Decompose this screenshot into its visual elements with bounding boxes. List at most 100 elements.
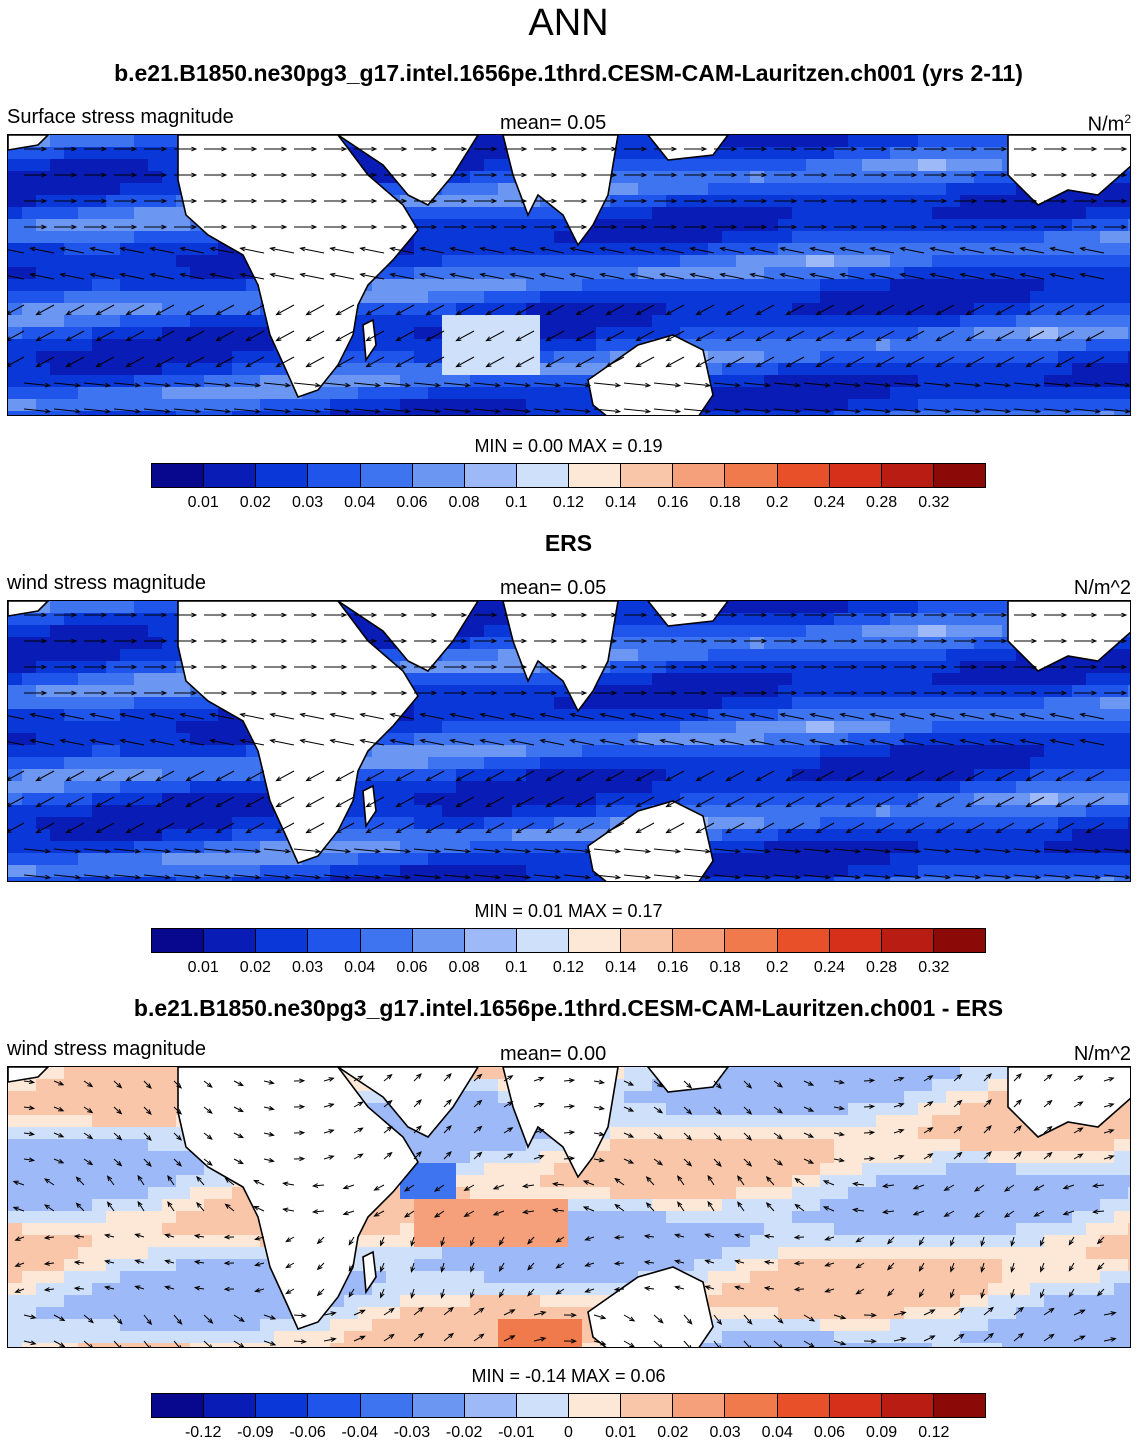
field-cell <box>470 613 485 626</box>
vector-arrow <box>126 356 145 368</box>
field-cell <box>960 159 975 172</box>
field-cell <box>302 399 317 412</box>
vector-arrowhead <box>311 638 318 644</box>
field-cell <box>470 853 485 866</box>
vector-arrow <box>96 330 115 342</box>
field-cell <box>400 817 415 830</box>
field-cell <box>540 805 555 818</box>
field-cell <box>848 793 863 806</box>
field-cell <box>148 375 163 388</box>
field-cell <box>820 411 835 415</box>
vector-arrowhead <box>1061 664 1068 670</box>
field-cell <box>988 841 1003 854</box>
field-cell <box>176 709 191 722</box>
field-cell <box>1030 853 1045 866</box>
field-cell <box>526 697 541 710</box>
field-cell <box>1016 709 1031 722</box>
field-cell <box>582 721 597 734</box>
field-cell <box>652 183 667 196</box>
field-cell <box>1058 721 1073 734</box>
vector-arrowhead <box>995 362 1002 368</box>
field-cell <box>1058 387 1073 400</box>
vector-arrowhead <box>251 224 258 230</box>
vector-arrow <box>90 273 115 280</box>
vector-arrowhead <box>674 408 682 414</box>
field-cell <box>456 279 471 292</box>
field-cell <box>554 745 569 758</box>
field-cell <box>1002 829 1017 842</box>
field-cell <box>876 625 891 638</box>
field-cell <box>932 769 947 782</box>
vector-arrow <box>630 247 655 254</box>
field-cell <box>540 411 555 415</box>
vector-arrowhead <box>965 310 972 316</box>
panel2-title: ERS <box>544 530 593 556</box>
field-cell <box>22 231 37 244</box>
field-cell <box>988 805 1003 818</box>
field-cell <box>932 817 947 830</box>
field-cell <box>862 243 877 256</box>
field-cell <box>932 685 947 698</box>
field-cell <box>260 817 275 830</box>
field-cell <box>750 147 765 160</box>
vector-arrowhead <box>521 664 528 670</box>
field-cell <box>652 207 667 220</box>
field-cell <box>92 793 107 806</box>
vector-arrowhead <box>641 612 648 618</box>
vector-arrowhead <box>209 272 216 278</box>
vector-arrow <box>863 382 890 387</box>
field-cell <box>960 351 975 364</box>
field-cell <box>680 255 695 268</box>
field-cell <box>610 243 625 256</box>
field-cell <box>918 291 933 304</box>
field-cell <box>512 291 527 304</box>
field-cell <box>246 351 261 364</box>
field-cell <box>722 183 737 196</box>
field-cell <box>708 649 723 662</box>
field-cell <box>792 243 807 256</box>
field-cell <box>162 649 177 662</box>
field-cell <box>568 279 583 292</box>
vector-arrowhead <box>911 612 918 618</box>
field-cell <box>722 303 737 316</box>
field-cell <box>218 291 233 304</box>
panel2-map <box>7 600 1131 882</box>
vector-arrow <box>413 382 440 387</box>
field-cell <box>1100 697 1115 710</box>
field-cell <box>1030 877 1045 881</box>
field-cell <box>778 601 793 614</box>
field-cell <box>708 757 723 770</box>
field-cell <box>862 637 877 650</box>
field-cell <box>484 601 499 614</box>
field-cell <box>1100 841 1115 854</box>
field-cell <box>848 327 863 340</box>
field-cell <box>1030 303 1045 316</box>
vector-arrowhead <box>1061 172 1068 178</box>
field-cell <box>1058 697 1073 710</box>
field-cell <box>680 793 695 806</box>
vector-arrow <box>833 382 860 387</box>
field-cell <box>428 697 443 710</box>
field-cell <box>708 399 723 412</box>
vector-arrowhead <box>491 198 498 204</box>
field-cell <box>120 231 135 244</box>
field-cell <box>36 339 51 352</box>
field-cell <box>50 375 65 388</box>
field-cell <box>78 841 93 854</box>
field-cell <box>526 255 541 268</box>
vector-arrowhead <box>911 224 918 230</box>
field-cell <box>988 673 1003 686</box>
vector-arrowhead <box>701 224 708 230</box>
vector-arrowhead <box>101 612 108 618</box>
field-cell <box>764 315 779 328</box>
vector-arrowhead <box>629 246 636 252</box>
field-cell <box>792 219 807 232</box>
field-cell <box>680 625 695 638</box>
field-cell <box>876 865 891 878</box>
field-cell <box>988 351 1003 364</box>
field-cell <box>22 829 37 842</box>
vector-arrowhead <box>161 146 168 152</box>
field-cell <box>148 399 163 412</box>
field-cell <box>1100 817 1115 830</box>
field-cell <box>1030 817 1045 830</box>
